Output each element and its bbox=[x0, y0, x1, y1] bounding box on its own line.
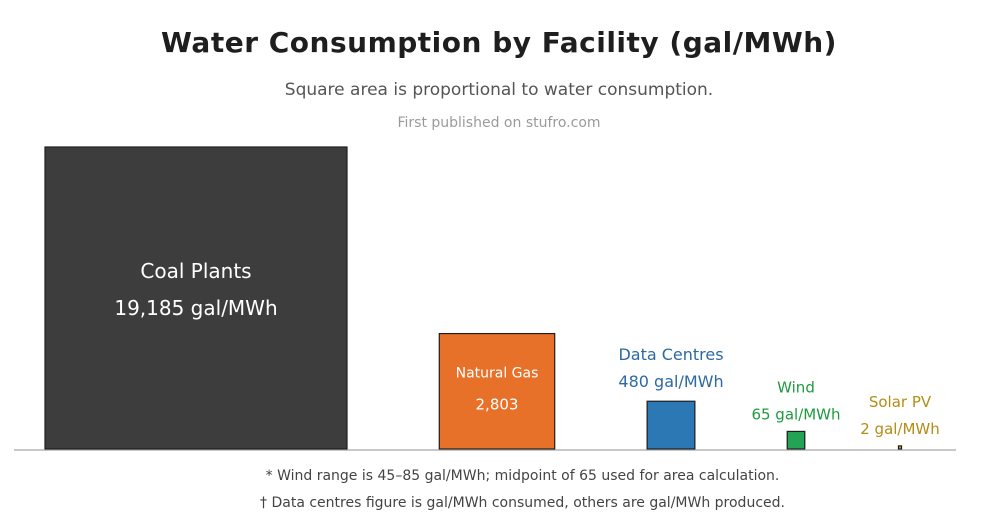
label-wind: Wind bbox=[777, 378, 815, 396]
square-coal-plants bbox=[44, 146, 348, 450]
value-label-solar-pv: 2 gal/MWh bbox=[860, 420, 940, 438]
label-natural-gas: Natural Gas bbox=[456, 365, 539, 381]
value-label-natural-gas: 2,803 bbox=[476, 395, 519, 413]
value-label-coal-plants: 19,185 gal/MWh bbox=[114, 296, 277, 320]
label-coal-plants: Coal Plants bbox=[140, 259, 251, 283]
footnote-wind: * Wind range is 45–85 gal/MWh; midpoint … bbox=[265, 468, 780, 484]
value-label-wind: 65 gal/MWh bbox=[751, 405, 840, 423]
square-solar-pv bbox=[897, 445, 903, 450]
chart-credit: First published on stufro.com bbox=[397, 115, 601, 131]
label-data-centres: Data Centres bbox=[618, 345, 723, 364]
chart-title: Water Consumption by Facility (gal/MWh) bbox=[161, 26, 837, 59]
square-data-centres bbox=[646, 400, 696, 450]
label-solar-pv: Solar PV bbox=[869, 393, 932, 411]
value-label-data-centres: 480 gal/MWh bbox=[618, 372, 723, 391]
square-wind bbox=[786, 430, 806, 450]
footnote-data-centres: † Data centres figure is gal/MWh consume… bbox=[260, 495, 785, 511]
chart-subtitle: Square area is proportional to water con… bbox=[284, 80, 714, 100]
square-natural-gas bbox=[438, 332, 556, 450]
